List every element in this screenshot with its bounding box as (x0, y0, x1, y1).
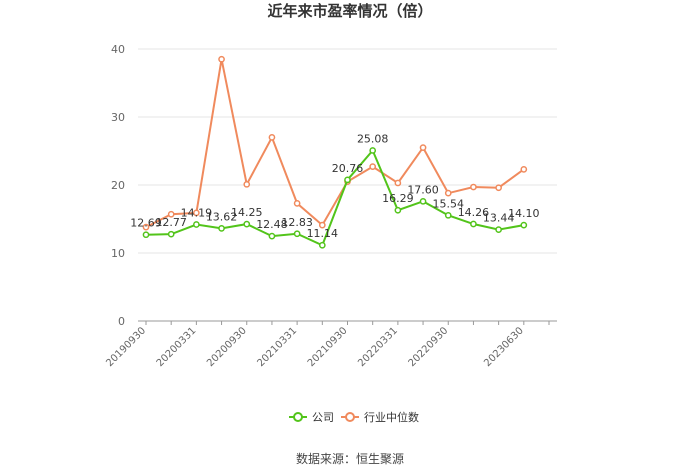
legend-swatch-marker (345, 412, 355, 422)
x-tick-label: 20220930 (407, 325, 451, 369)
data-label: 14.10 (508, 207, 540, 220)
data-label: 15.54 (433, 197, 465, 210)
x-axis: 20190930 20200331 20200930 20210331 20210930… (104, 321, 550, 369)
company-point (243, 220, 251, 228)
legend-swatch-marker (293, 412, 303, 422)
industry-median-point (470, 183, 477, 191)
industry-median-point (369, 163, 377, 170)
industry-median-point (318, 221, 326, 229)
y-axis: 0 10 20 30 40 (111, 43, 125, 328)
series-lines (142, 55, 528, 249)
company-point (444, 211, 452, 219)
company-point (167, 230, 175, 238)
chart-title: 近年来市盈率情况（倍） (267, 2, 432, 20)
legend-item-company[interactable]: 公司 (289, 411, 334, 424)
x-tick-label: 20190930 (104, 325, 148, 369)
y-tick-label: 40 (111, 43, 125, 56)
y-tick-label: 10 (111, 247, 125, 260)
company-point (470, 220, 477, 228)
industry-median-point (167, 210, 175, 218)
data-label: 25.08 (357, 132, 389, 145)
y-tick-label: 0 (118, 315, 125, 328)
company-point (419, 197, 427, 205)
industry-median-point (193, 209, 200, 217)
legend-label: 公司 (312, 411, 334, 424)
data-label: 12.83 (281, 216, 313, 229)
legend[interactable]: 公司 行业中位数 (289, 410, 419, 424)
source-note: 数据来源：恒生聚源 (296, 451, 404, 466)
industry-median-point (520, 166, 528, 173)
data-label: 16.29 (382, 192, 414, 205)
data-label: 17.60 (407, 183, 439, 196)
x-tick-label: 20200930 (205, 325, 249, 369)
company-point (268, 232, 276, 240)
x-tick-label: 20230630 (482, 325, 526, 369)
y-tick-label: 30 (111, 111, 125, 124)
company-point (193, 221, 200, 228)
company-point (520, 221, 528, 229)
industry-median-point (293, 200, 301, 207)
series-line-company (145, 148, 524, 247)
industry-median-point (142, 223, 150, 231)
industry-median-point (394, 179, 402, 187)
company-point (293, 230, 301, 238)
company-point (218, 225, 225, 232)
company-point (394, 206, 402, 214)
data-label: 12.77 (155, 216, 187, 229)
industry-median-point (444, 189, 452, 197)
company-point (142, 231, 150, 239)
legend-label: 行业中位数 (364, 410, 419, 424)
x-tick-label: 20200331 (155, 325, 199, 369)
series-line-industry-median (145, 59, 525, 229)
x-tick-label: 20210331 (255, 325, 299, 369)
x-tick-label: 20220331 (356, 325, 400, 369)
industry-median-point (419, 144, 427, 151)
data-label: 14.19 (181, 207, 213, 220)
data-label: 12.69 (130, 217, 162, 230)
data-label: 13.62 (206, 210, 238, 223)
y-tick-label: 20 (111, 179, 125, 192)
company-point (344, 176, 351, 184)
data-label: 12.48 (256, 218, 288, 231)
company-point (369, 147, 377, 154)
data-label: 13.44 (483, 212, 515, 225)
grid-lines (138, 48, 557, 322)
company-point (318, 241, 326, 249)
industry-median-point (243, 180, 251, 188)
industry-median-point (495, 184, 502, 192)
industry-median-point (268, 134, 276, 141)
data-label: 11.14 (307, 227, 339, 240)
industry-median-point (218, 55, 225, 63)
data-labels: 12.6912.7714.1913.6214.2512.4812.8311.14… (130, 132, 539, 240)
data-label: 14.26 (458, 206, 490, 219)
company-point (495, 226, 502, 233)
legend-item-industry-median[interactable]: 行业中位数 (341, 410, 419, 424)
x-tick-label: 20210930 (306, 325, 350, 369)
data-label: 14.25 (231, 206, 263, 219)
data-label: 20.76 (332, 162, 364, 175)
